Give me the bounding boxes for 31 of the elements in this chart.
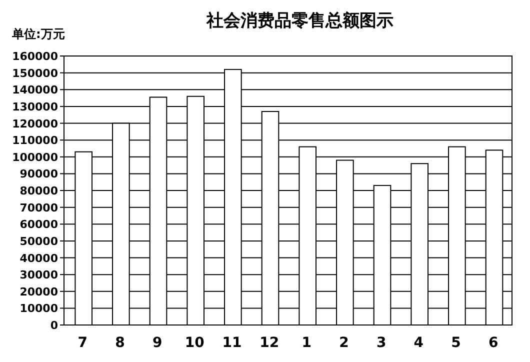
y-tick-label: 90000 xyxy=(20,168,58,181)
y-tick-label: 70000 xyxy=(20,201,58,214)
y-tick-label: 80000 xyxy=(20,184,58,198)
y-tick-label: 160000 xyxy=(12,50,58,63)
x-tick-label: 5 xyxy=(451,335,461,351)
x-tick-label: 3 xyxy=(376,335,386,351)
y-tick-label: 20000 xyxy=(20,285,58,298)
x-tick-label: 10 xyxy=(184,335,205,351)
y-tick-label: 140000 xyxy=(12,84,58,97)
y-tick-label: 100000 xyxy=(12,150,58,164)
x-tick-label: 8 xyxy=(115,335,125,351)
y-tick-label: 10000 xyxy=(20,302,58,316)
x-tick-label: 6 xyxy=(488,335,498,351)
y-tick-label: 30000 xyxy=(20,268,58,282)
x-tick-label: 11 xyxy=(222,335,242,351)
x-tick-label: 1 xyxy=(302,335,312,351)
y-axis-title: 单位:万元 xyxy=(11,27,65,41)
x-tick-label: 12 xyxy=(260,335,280,351)
x-tick-label: 7 xyxy=(78,335,88,351)
y-tick-label: 60000 xyxy=(20,218,58,232)
chart-title: 社会消费品零售总额图示 xyxy=(206,11,394,31)
y-tick-label: 40000 xyxy=(20,252,58,265)
y-tick-label: 150000 xyxy=(12,66,58,80)
x-tick-label: 4 xyxy=(414,335,424,351)
x-tick-label: 9 xyxy=(152,335,162,351)
y-tick-label: 120000 xyxy=(12,117,58,130)
y-tick-label: 50000 xyxy=(20,234,58,248)
y-tick-label: 0 xyxy=(50,319,58,332)
y-tick-label: 110000 xyxy=(12,134,58,148)
y-tick-label: 130000 xyxy=(12,100,58,114)
x-tick-label: 2 xyxy=(339,335,349,351)
